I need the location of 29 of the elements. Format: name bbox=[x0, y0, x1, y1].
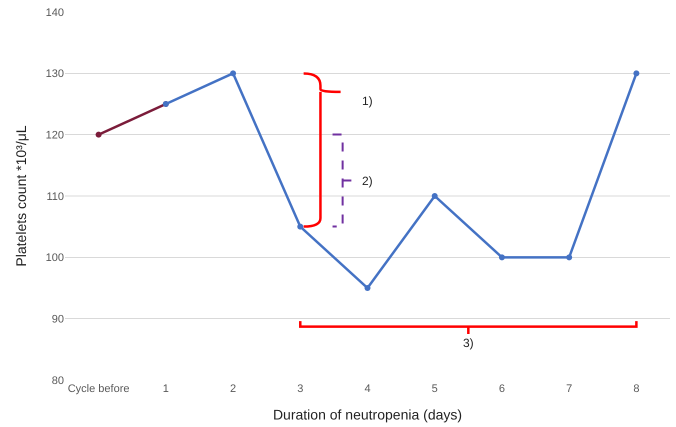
point bbox=[364, 285, 370, 291]
x-tick-label: Cycle before bbox=[68, 383, 130, 395]
y-tick-label: 110 bbox=[46, 190, 64, 203]
y-tick-label: 120 bbox=[46, 130, 64, 142]
y-tick-label: 130 bbox=[46, 68, 64, 80]
x-tick-label: 8 bbox=[633, 383, 640, 395]
y-tick-label: 90 bbox=[52, 314, 64, 326]
point bbox=[633, 70, 640, 76]
point bbox=[230, 70, 236, 76]
point bbox=[498, 254, 505, 260]
x-axis-title: Duration of neutropenia (days) bbox=[272, 406, 462, 422]
y-tick-label: 100 bbox=[46, 252, 64, 264]
x-tick-label: 1 bbox=[162, 383, 169, 395]
y-tick-label: 140 bbox=[46, 6, 64, 19]
point bbox=[432, 193, 438, 199]
annotation: 1) bbox=[362, 94, 373, 108]
point bbox=[566, 254, 572, 260]
y-axis-title: Platelets count *10³/μL bbox=[13, 125, 30, 267]
x-tick-label: 4 bbox=[364, 383, 371, 395]
point bbox=[96, 132, 102, 138]
annotation: 3) bbox=[463, 336, 474, 350]
y-tick-label: 80 bbox=[52, 374, 64, 387]
annotation: 2) bbox=[362, 174, 373, 188]
point bbox=[297, 224, 304, 230]
x-tick-label: 6 bbox=[498, 383, 506, 395]
x-tick-label: 2 bbox=[230, 383, 236, 395]
x-tick-label: 7 bbox=[566, 383, 572, 395]
x-tick-label: 5 bbox=[432, 383, 438, 395]
x-tick-label: 3 bbox=[297, 383, 304, 395]
